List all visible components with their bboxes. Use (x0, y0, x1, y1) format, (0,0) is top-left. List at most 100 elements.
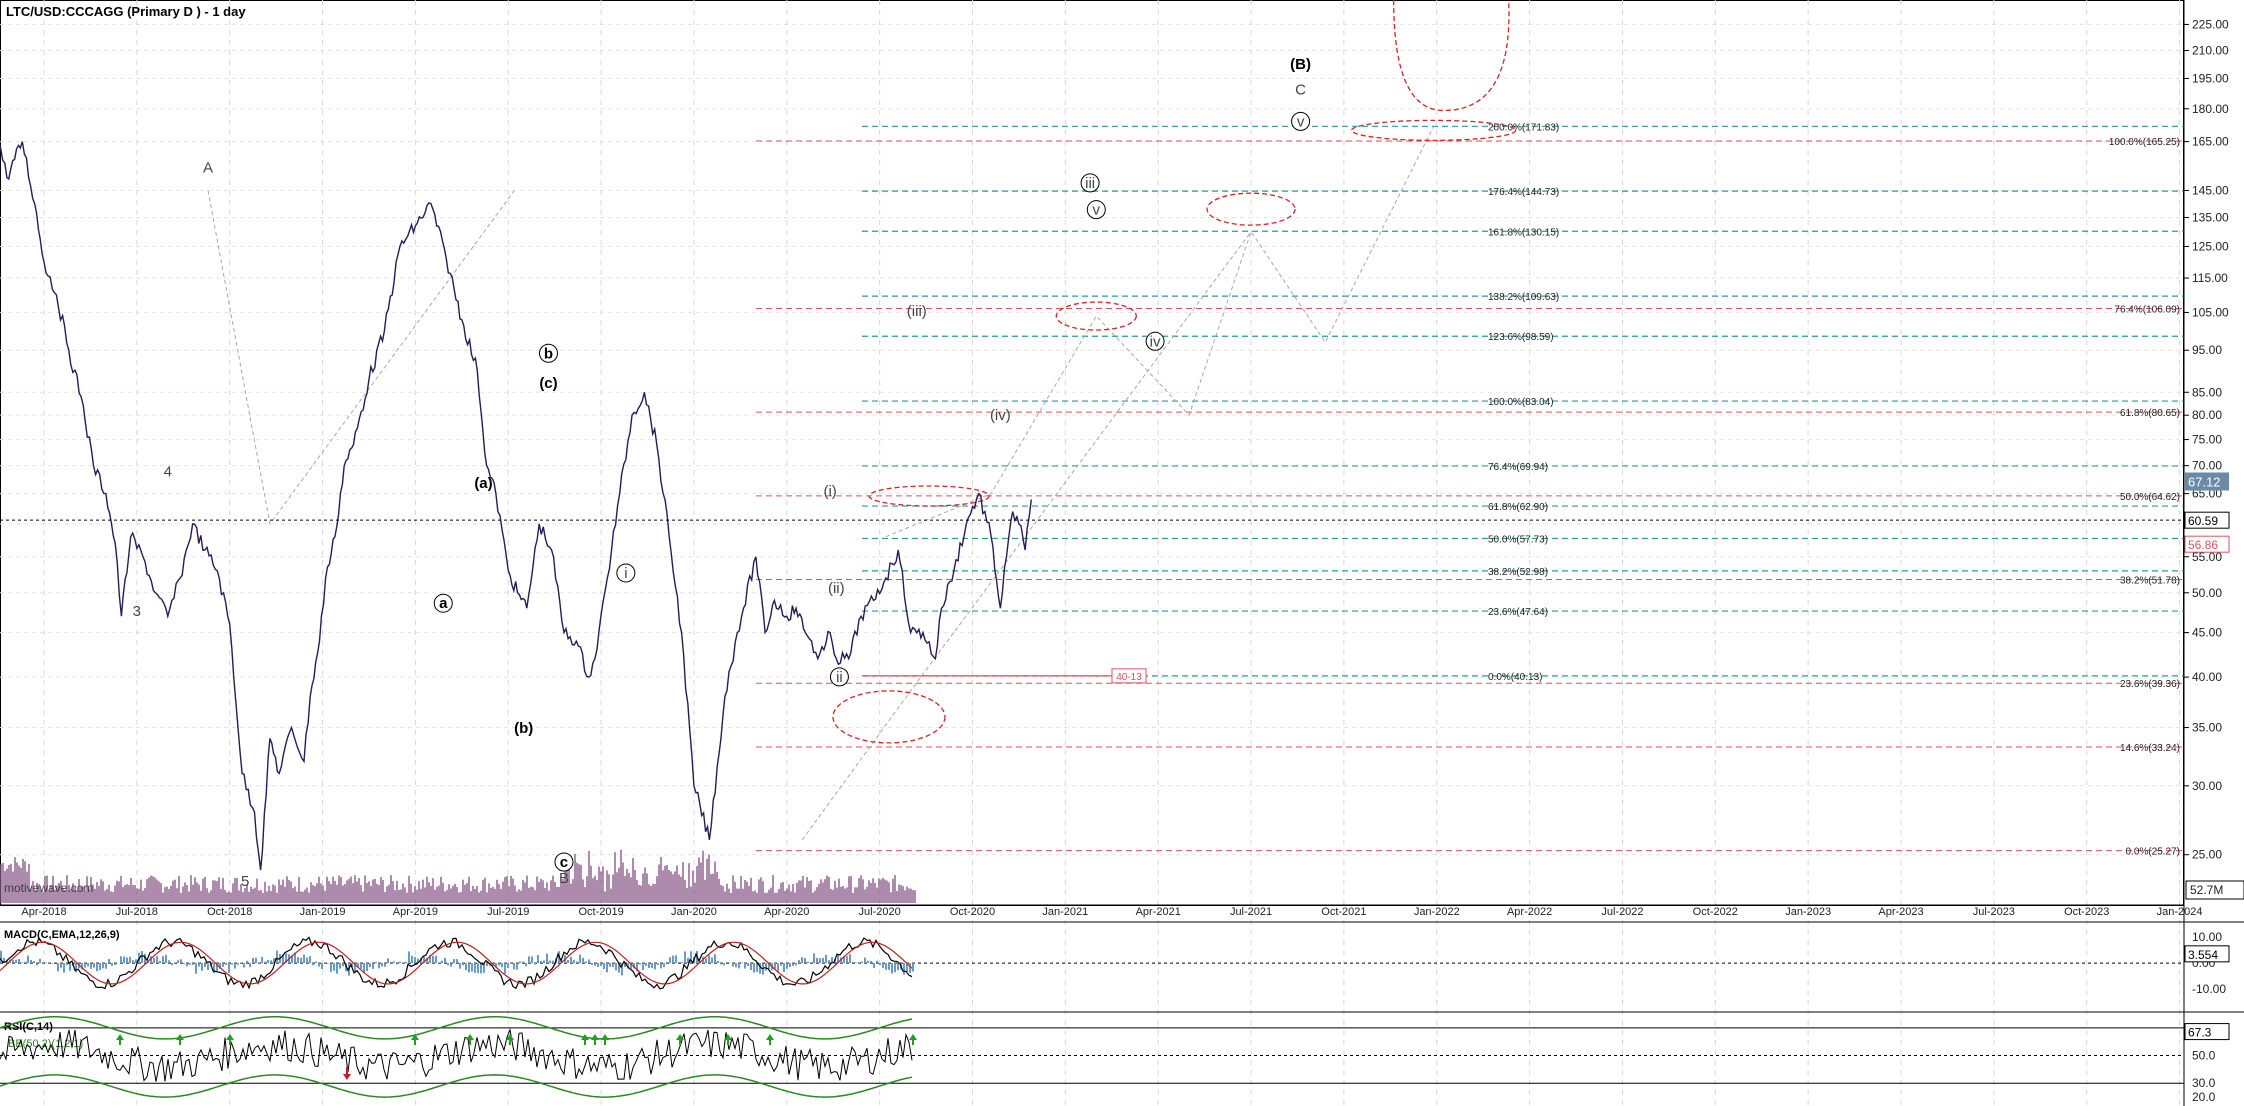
macd-hist-bar (195, 963, 197, 974)
volume-bar (418, 881, 420, 903)
wave-label: B (559, 870, 569, 887)
volume-bar (248, 891, 250, 903)
volume-bar (766, 892, 768, 903)
rsi-line (0, 1027, 913, 1082)
fib-level-label: 76.4%(106.09) (2114, 305, 2180, 316)
volume-bar (160, 883, 162, 903)
volume-bar (832, 889, 834, 903)
volume-bar (426, 876, 428, 903)
macd-hist-bar (465, 963, 467, 971)
volume-bar (556, 886, 558, 903)
volume-bar (600, 871, 602, 903)
macd-hist-bar (636, 963, 638, 972)
volume-bar (724, 891, 726, 903)
volume-bar (764, 892, 766, 903)
macd-hist-bar (99, 963, 101, 971)
volume-bar (646, 873, 648, 903)
macd-hist-bar (612, 963, 614, 967)
macd-tick-label: 10.00 (2192, 930, 2222, 944)
macd-hist-bar (372, 963, 374, 969)
volume-bar (450, 888, 452, 903)
volume-bar (380, 877, 382, 903)
volume-bar (394, 890, 396, 903)
macd-hist-bar (864, 957, 866, 964)
grid-lines (0, 0, 2184, 1106)
macd-hist-bar (774, 963, 776, 969)
volume-bar (202, 878, 204, 903)
volume-bar (612, 874, 614, 903)
y-tick-label: 210.00 (2192, 44, 2229, 58)
macd-hist-bar (57, 963, 59, 972)
y-tick-label: 225.00 (2192, 17, 2229, 31)
macd-hist-bar (852, 961, 854, 964)
macd-hist-bar (630, 963, 632, 970)
volume-bar (702, 850, 704, 903)
wave-label-circle (1145, 331, 1165, 351)
macd-hist-bar (387, 958, 389, 964)
macd-hist-bar (705, 958, 707, 964)
volume-bar (852, 892, 854, 903)
volume-bar (794, 892, 796, 903)
macd-hist-bar (474, 963, 476, 973)
volume-bar (140, 879, 142, 903)
volume-bar (84, 891, 86, 903)
macd-hist-bar (639, 963, 641, 965)
macd-hist-bar (294, 952, 296, 964)
volume-bar (388, 884, 390, 903)
macd-hist-bar (798, 960, 800, 964)
macd-hist-bar (495, 963, 497, 968)
volume-bar (752, 891, 754, 903)
macd-hist-bar (180, 959, 182, 964)
volume-bar (74, 887, 76, 903)
x-tick-label: Oct-2022 (1693, 906, 1738, 918)
macd-hist-bar (597, 963, 599, 968)
volume-bar (176, 888, 178, 903)
macd-hist-bar (177, 960, 179, 964)
rsi-label: RSI(C,14) (4, 1021, 53, 1033)
macd-hist-bar (780, 963, 782, 966)
volume-bar (396, 880, 398, 903)
macd-hist-bar (51, 963, 53, 964)
macd-hist-bar (795, 963, 797, 966)
y-tick-label: 30.00 (2192, 779, 2222, 793)
volume-bar (130, 877, 132, 903)
volume-bar (598, 866, 600, 903)
macd-hist-bar (297, 957, 299, 964)
volume-bar (528, 888, 530, 903)
wave-label: 4 (164, 464, 172, 481)
macd-hist-bar (150, 956, 152, 964)
volume-bar (232, 883, 234, 903)
volume-bar (530, 886, 532, 903)
volume-bar (878, 878, 880, 903)
volume-bar (748, 885, 750, 903)
volume-bar (170, 885, 172, 903)
volume-bar (250, 886, 252, 903)
volume-bar (22, 858, 24, 903)
volume-bar (344, 884, 346, 903)
volume-bar (672, 874, 674, 903)
volume-bar (444, 891, 446, 903)
volume-bar (906, 886, 908, 903)
volume-bar (210, 890, 212, 903)
volume-bar (678, 874, 680, 903)
volume-bar (802, 875, 804, 903)
macd-hist-bar (402, 962, 404, 964)
macd-hist-bar (732, 963, 734, 967)
volume-bar (866, 886, 868, 903)
volume-bar (638, 884, 640, 903)
macd-hist-bar (504, 963, 506, 974)
volume-bar (402, 883, 404, 903)
volume-bar (596, 880, 598, 903)
volume-bar (740, 875, 742, 903)
volume-bar (120, 875, 122, 903)
volume-bar (110, 891, 112, 903)
volume-bar (842, 886, 844, 903)
macd-hist-bar (81, 963, 83, 970)
volume-bar (20, 867, 22, 903)
volume-bar (348, 878, 350, 903)
volume-bar (14, 857, 16, 903)
target-zone-ellipse (832, 690, 946, 744)
macd-hist-bar (396, 963, 398, 965)
volume-bar (340, 877, 342, 903)
chart-title: LTC/USD:CCCAGG (Primary D ) - 1 day (6, 4, 246, 19)
